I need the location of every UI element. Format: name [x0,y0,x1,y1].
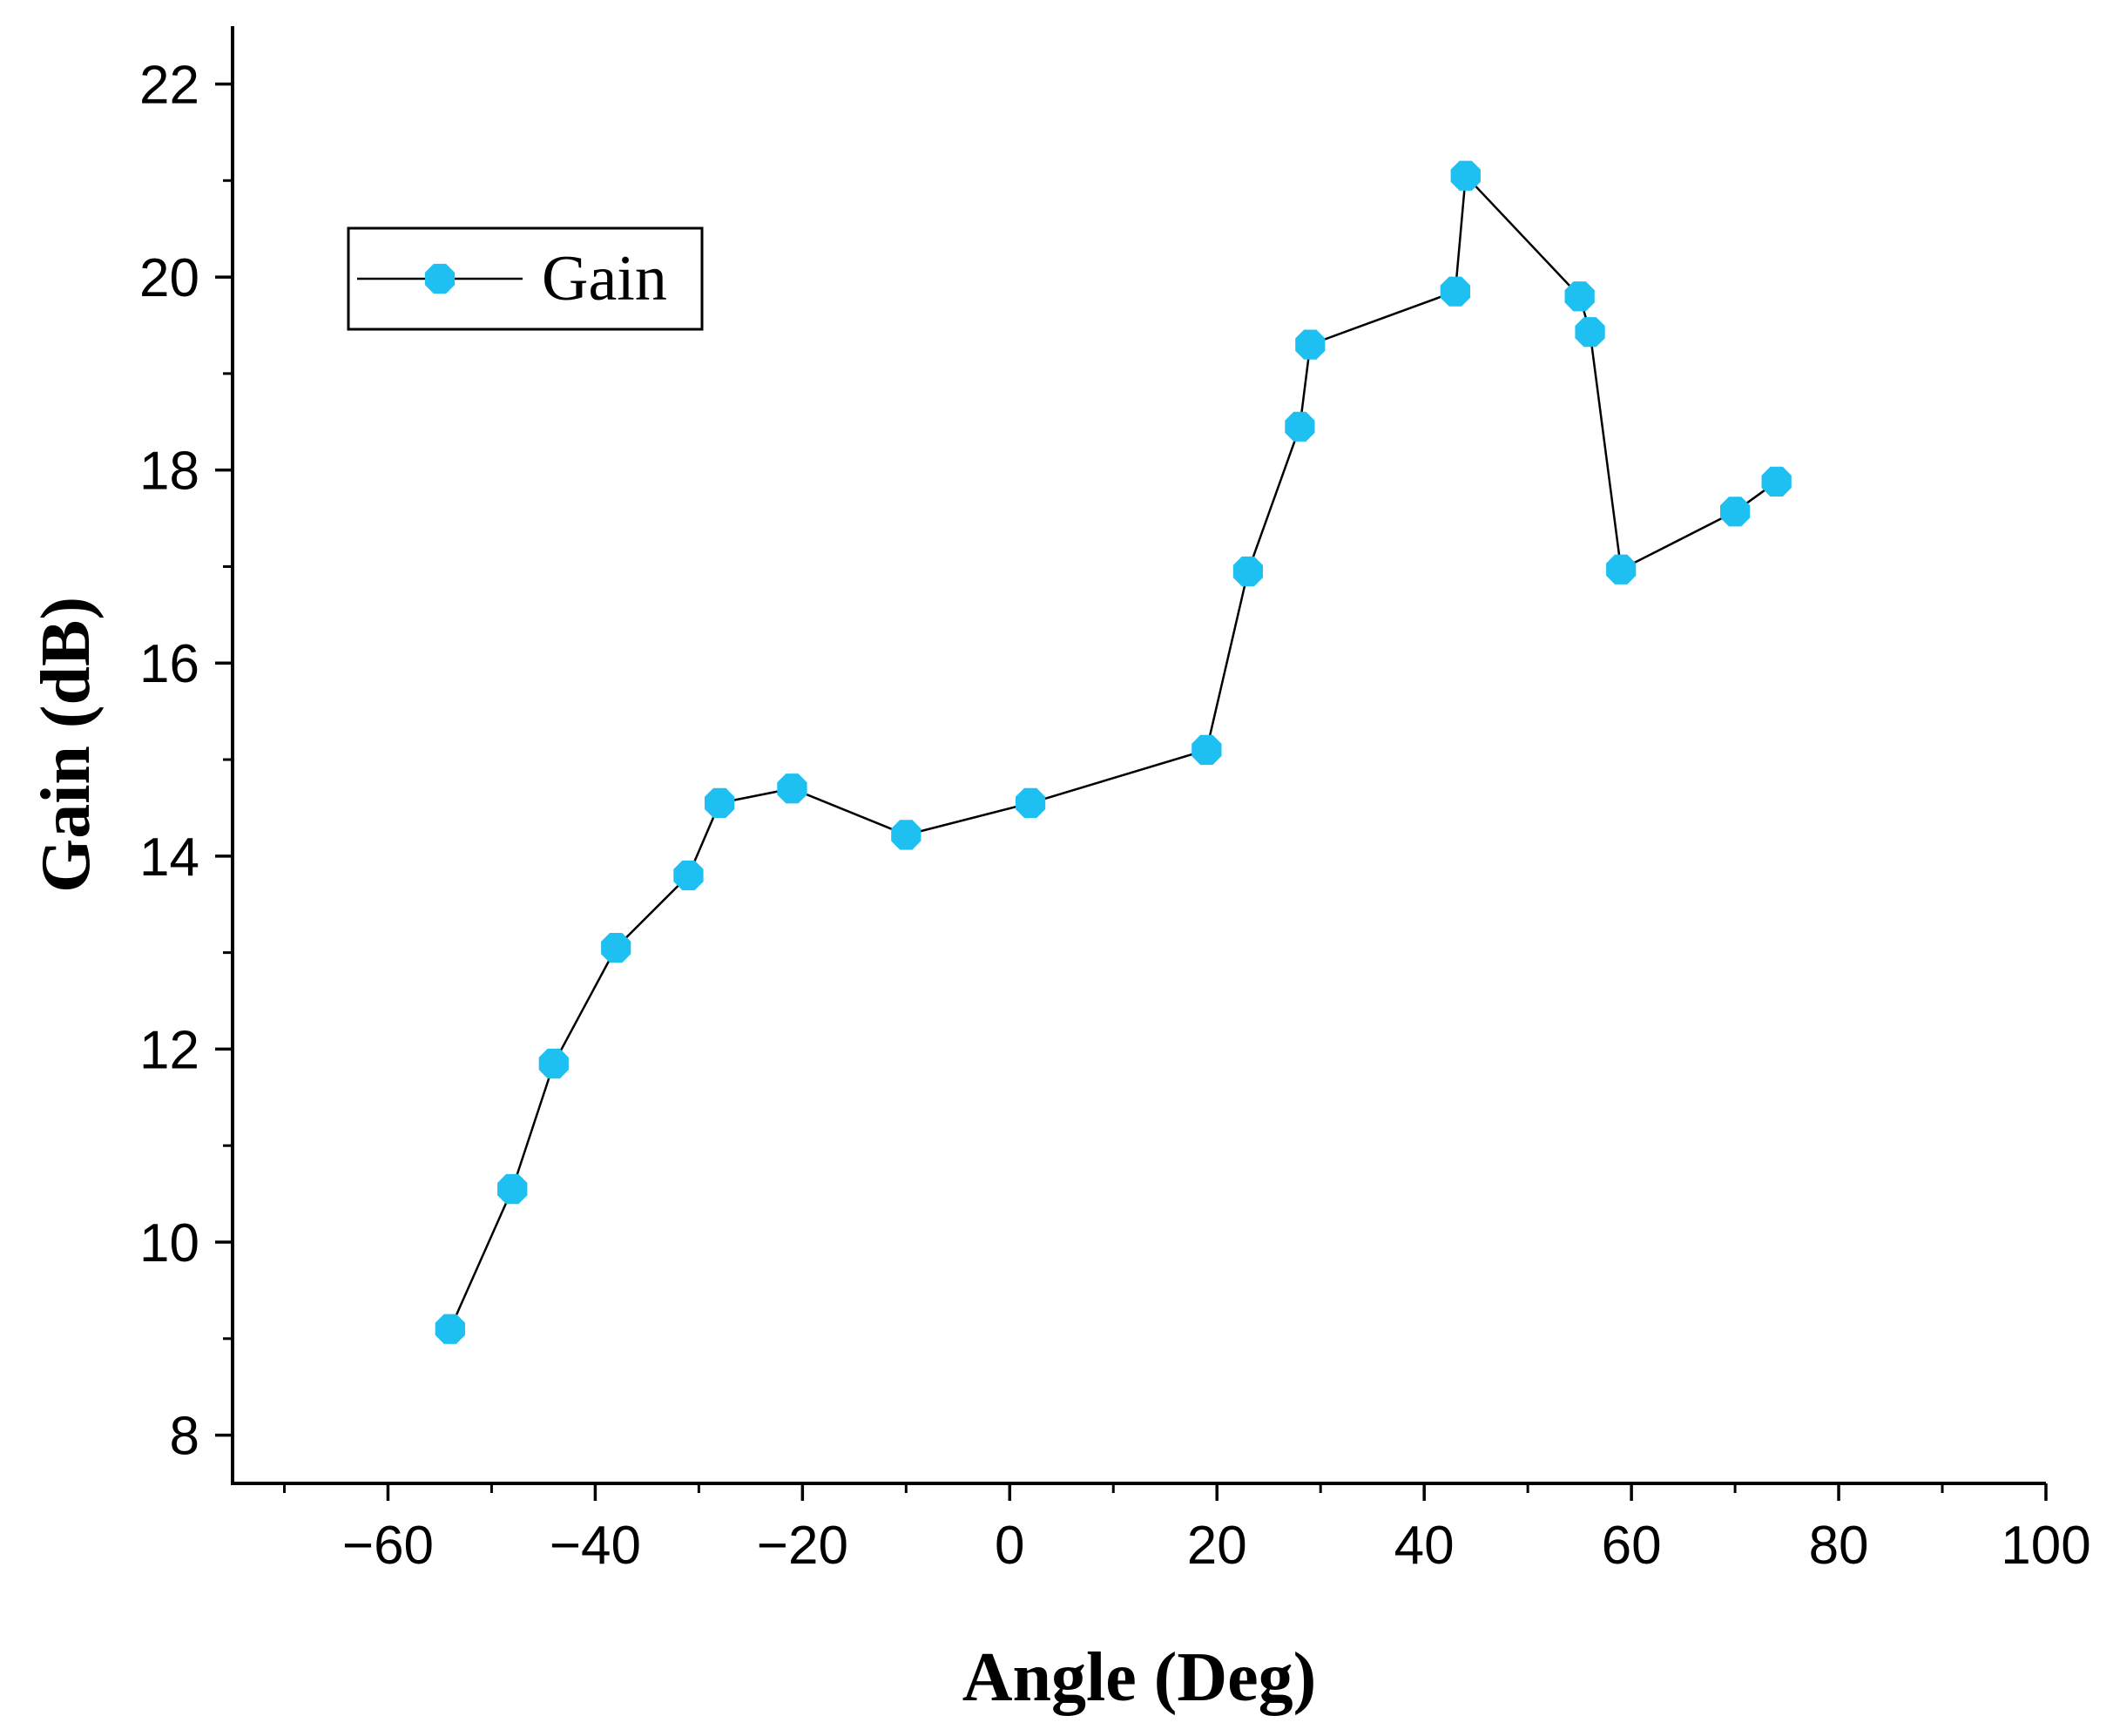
data-point-gain [497,1173,528,1205]
x-tick-label: 100 [2001,1516,2090,1576]
x-tick-label: 20 [1187,1516,1247,1576]
x-tick-label: −20 [757,1516,848,1576]
axis-ticks: −60 −40 −20 0 20 40 60 80 100 8 10 12 14 16 18 20 22 [139,55,2091,1576]
data-point-gain [1450,160,1481,191]
data-point-gain [1232,556,1263,587]
data-point-gain [1016,787,1046,818]
data-point-gain [1192,734,1222,766]
y-tick-label: 12 [139,1020,199,1080]
data-point-gain [777,773,807,804]
data-point-gain [1285,411,1315,442]
legend-label-gain: Gain [542,243,667,314]
y-tick-label: 20 [139,248,199,308]
data-point-gain [1575,317,1605,348]
y-tick-label: 14 [139,827,199,888]
y-tick-label: 8 [170,1407,199,1467]
x-tick-label: 80 [1809,1516,1869,1576]
x-axis-title: Angle (Deg) [962,1639,1317,1716]
data-point-gain [1440,276,1470,307]
data-point-gain [1295,329,1326,360]
data-point-gain [673,860,704,891]
data-point-gain [538,1048,569,1079]
data-point-gain [705,787,735,818]
legend: Gain [347,226,704,331]
y-axis-title: Gain (dB) [28,597,105,893]
x-tick-label: 0 [995,1516,1024,1576]
data-point-gain [435,1314,465,1344]
axes [231,26,2046,1485]
series-line-gain [449,174,1778,1330]
x-tick-label: −40 [550,1516,641,1576]
data-point-gain [1606,554,1637,584]
x-tick-label: −60 [342,1516,434,1576]
legend-marker-gain [424,263,456,294]
data-point-gain [891,820,921,850]
y-tick-label: 10 [139,1213,199,1273]
y-tick-label: 22 [139,55,199,115]
series-gain [435,160,1792,1344]
x-tick-label: 40 [1394,1516,1455,1576]
y-tick-label: 16 [139,634,199,694]
data-point-gain [601,933,631,963]
x-tick-label: 60 [1602,1516,1662,1576]
data-point-gain [1720,496,1751,527]
data-point-gain [1564,281,1595,312]
y-tick-label: 18 [139,442,199,502]
data-point-gain [1761,466,1792,497]
